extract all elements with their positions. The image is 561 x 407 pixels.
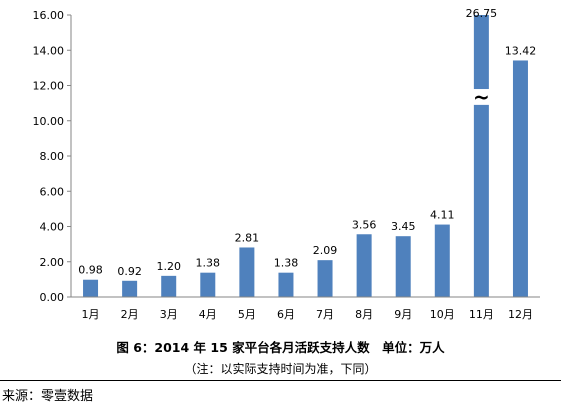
y-tick-label: 0.00	[40, 291, 65, 304]
source-text: 来源：零壹数据	[2, 389, 94, 404]
axis-break-symbol: ~	[473, 85, 490, 109]
figure-caption-note: （注：以实际支持时间为准，下同）	[184, 362, 377, 376]
y-tick-label: 12.00	[33, 80, 65, 93]
bar	[278, 272, 294, 297]
x-tick-label: 6月	[277, 308, 295, 321]
x-tick-label: 7月	[316, 308, 334, 321]
y-tick-label: 14.00	[33, 44, 65, 57]
data-label: 2.81	[235, 231, 260, 244]
data-labels: 0.98 0.92 1.20 1.38 2.81 1.38 2.09 3.56 3.45 4.11…	[78, 7, 536, 278]
data-label: 3.45	[391, 220, 416, 233]
bar	[512, 60, 528, 297]
y-tick-label: 10.00	[33, 115, 65, 128]
data-label: 13.42	[505, 44, 537, 57]
y-tick-label: 6.00	[40, 185, 65, 198]
x-tick-label: 3月	[160, 308, 178, 321]
x-tick-label: 8月	[355, 308, 373, 321]
bar	[395, 236, 411, 297]
data-label: 0.98	[78, 264, 103, 277]
data-label: 3.56	[352, 218, 377, 231]
bar	[83, 279, 99, 297]
x-tick-label: 11月	[469, 308, 494, 321]
bar	[200, 272, 216, 297]
data-label: 1.20	[156, 260, 181, 273]
bar	[239, 247, 255, 297]
y-axis: 0.00 2.00 4.00 6.00 8.00 10.00 12.00 14.00 16.00	[33, 9, 72, 304]
bar-chart: 0.00 2.00 4.00 6.00 8.00 10.00 12.00 14.00 16.00…	[33, 7, 540, 321]
bar-upper-segment	[473, 15, 489, 90]
data-label: 0.92	[117, 265, 142, 278]
data-label: 4.11	[430, 209, 455, 222]
data-label: 2.09	[313, 244, 338, 257]
bar	[161, 275, 177, 297]
data-label: 26.75	[466, 7, 498, 20]
y-tick-label: 16.00	[33, 9, 65, 22]
y-tick-label: 2.00	[40, 256, 65, 269]
x-axis: 1月 2月 3月 4月 5月 6月 7月 8月 9月 10月 11月 12月	[71, 296, 540, 321]
data-label: 1.38	[196, 257, 221, 270]
x-tick-label: 4月	[199, 308, 217, 321]
bar	[473, 104, 489, 297]
x-tick-label: 1月	[82, 308, 100, 321]
y-tick-label: 8.00	[40, 150, 65, 163]
bar	[317, 260, 333, 297]
x-tick-label: 12月	[508, 308, 533, 321]
bar	[434, 224, 450, 297]
y-tick-label: 4.00	[40, 221, 65, 234]
x-tick-label: 5月	[238, 308, 256, 321]
bars: ~	[83, 15, 528, 297]
data-label: 1.38	[274, 257, 299, 270]
x-tick-label: 9月	[394, 308, 412, 321]
x-tick-label: 10月	[430, 308, 455, 321]
bar	[356, 234, 372, 297]
source-divider	[0, 380, 561, 381]
bar	[122, 280, 138, 297]
figure-caption-title: 图 6：2014 年 15 家平台各月活跃支持人数 单位：万人	[116, 340, 445, 355]
x-tick-label: 2月	[121, 308, 139, 321]
